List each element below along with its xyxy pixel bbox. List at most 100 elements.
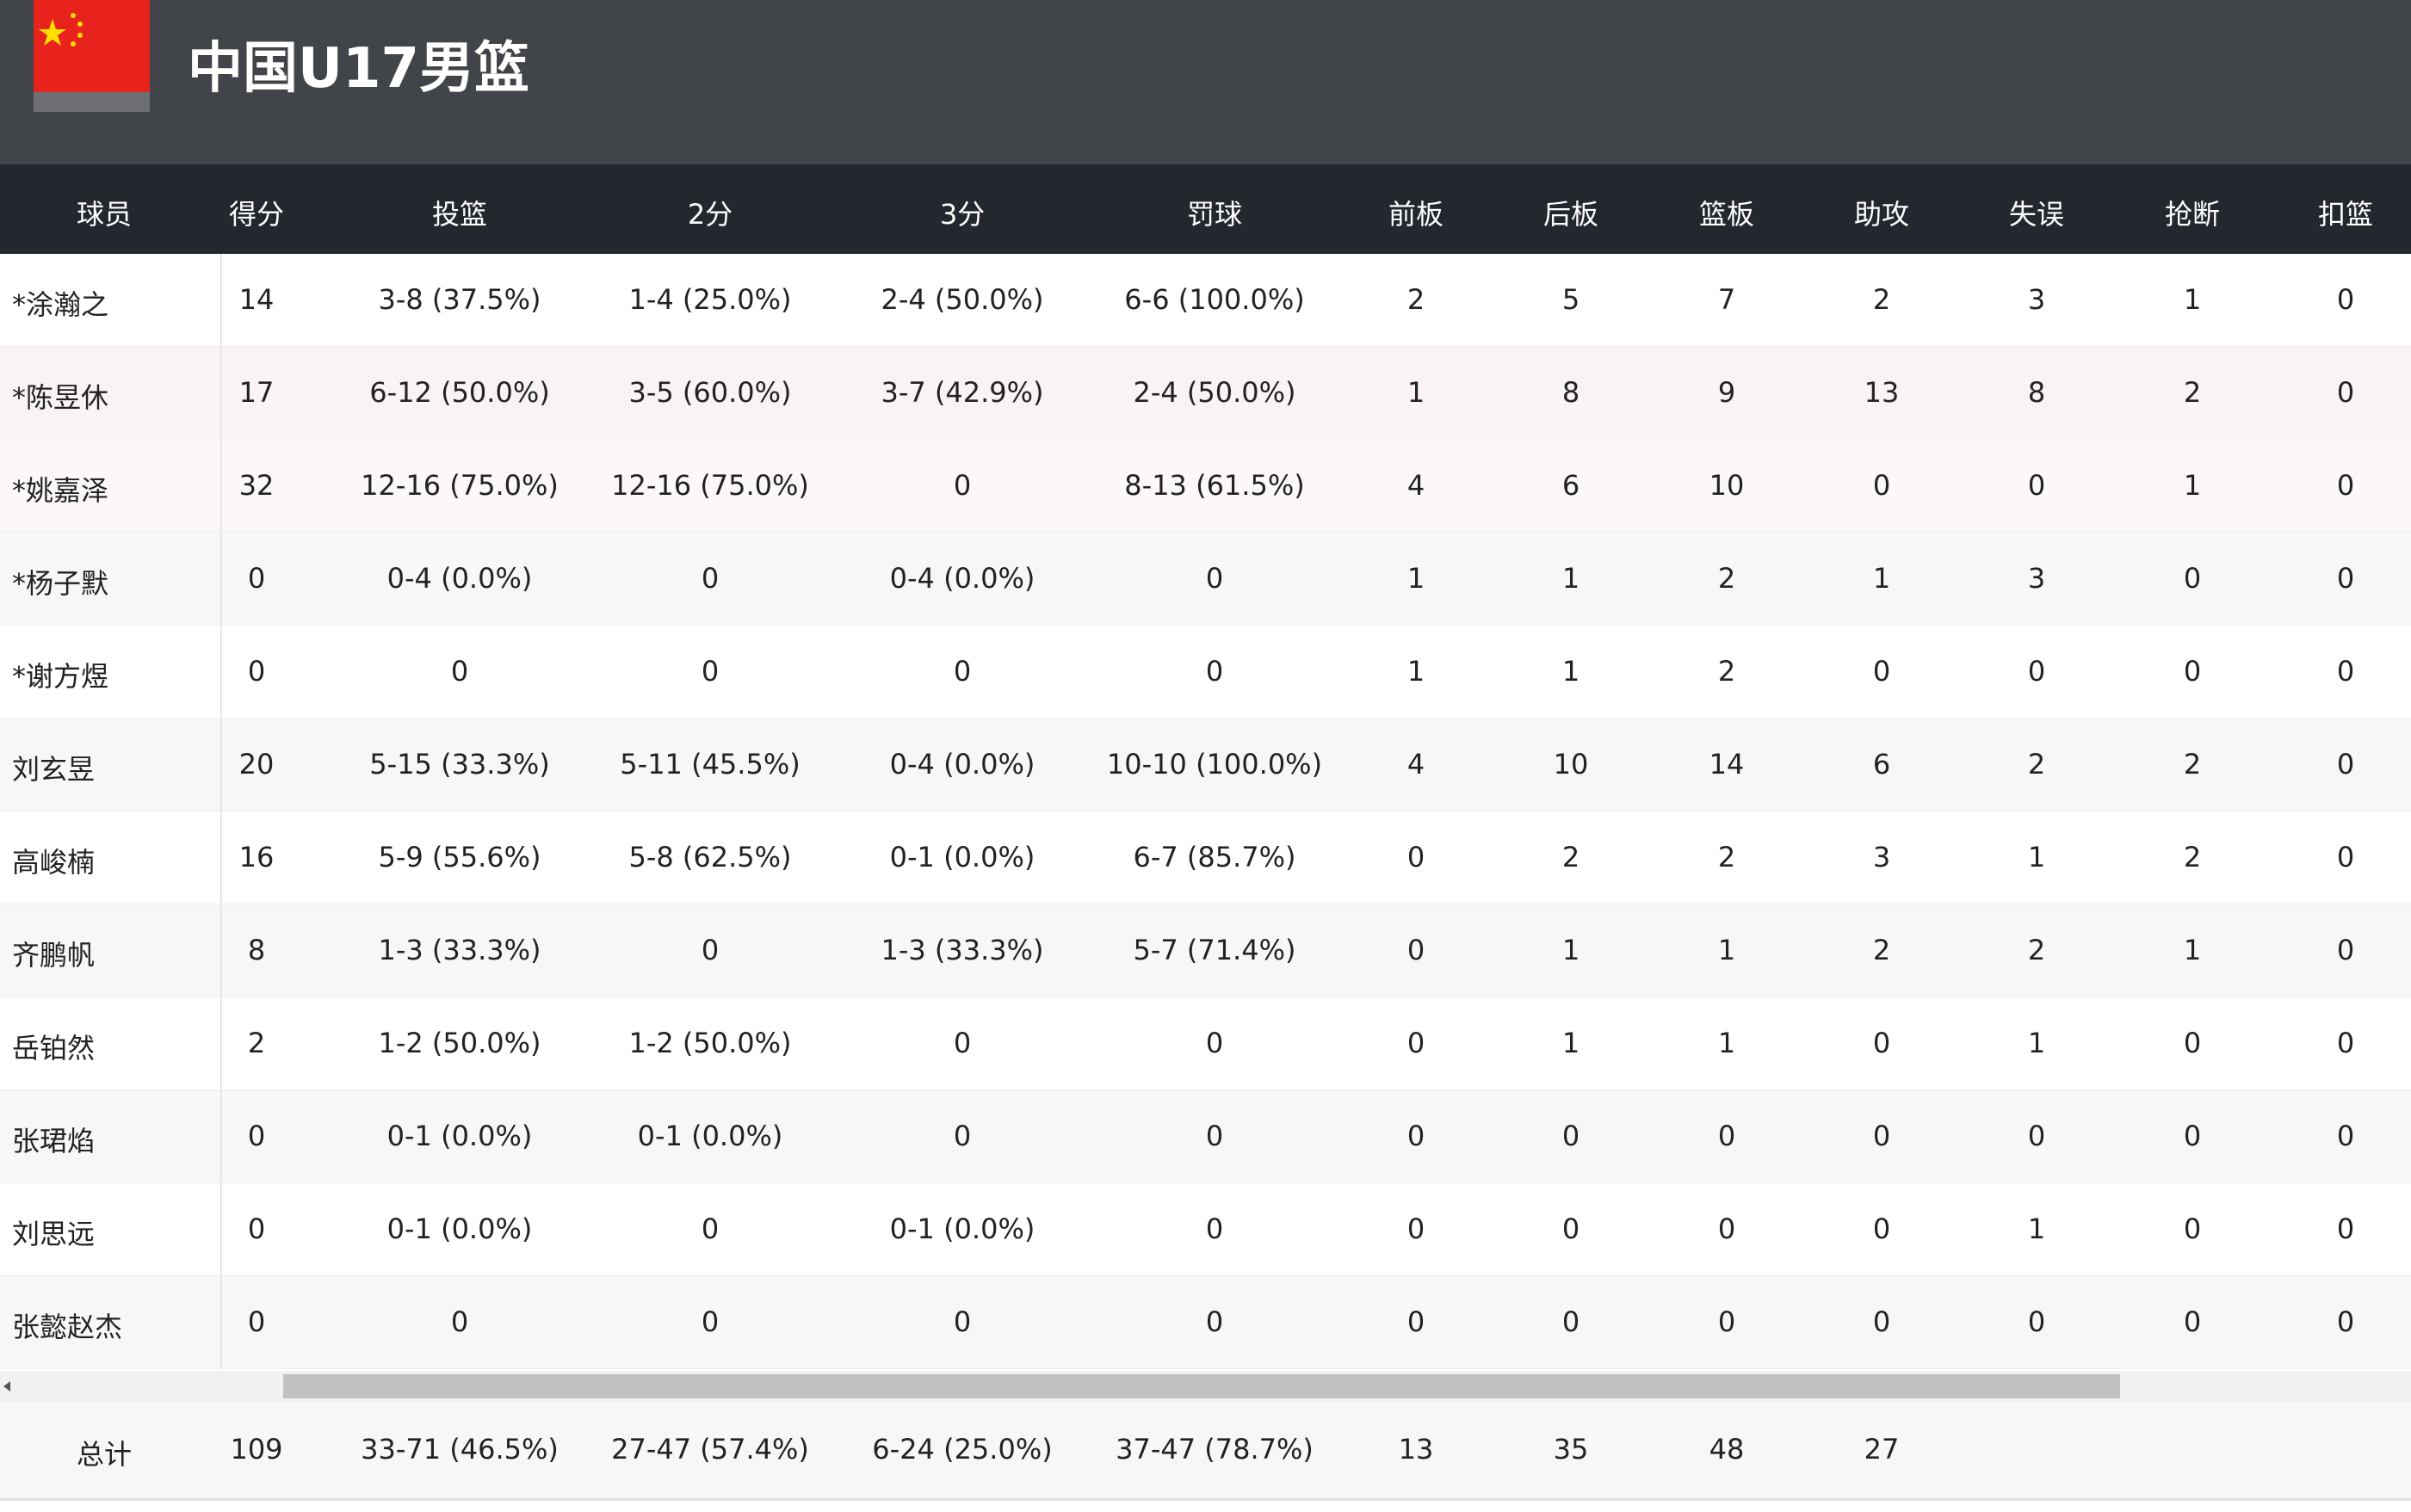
stat-cell: 10 — [1709, 469, 1745, 502]
column-header: 得分 — [228, 198, 285, 231]
stat-cell: 2 — [1717, 655, 1736, 688]
stat-cell: 0 — [2027, 469, 2046, 502]
stat-cell: 0 — [1717, 1305, 1736, 1338]
column-header: 助攻 — [1853, 198, 1910, 231]
team-title: 中国U17男篮 — [188, 37, 530, 101]
stat-cell: 0-1 (0.0%) — [386, 1213, 533, 1245]
stat-cell: 5-7 (71.4%) — [1133, 934, 1296, 966]
stat-cell: 0 — [953, 1120, 972, 1152]
stat-cell: 0 — [1561, 1120, 1580, 1152]
stat-cell: 0 — [1205, 1213, 1224, 1245]
stat-cell: 7 — [1717, 283, 1736, 316]
stat-cell: 0 — [247, 1120, 266, 1152]
stat-cell: 0 — [701, 562, 720, 595]
stat-cell: 0 — [1406, 1305, 1425, 1338]
stat-cell: 0 — [1406, 841, 1425, 873]
player-row: 齐鹏帆 8 1-3 (33.3%) 0 1-3 (33.3%) 5-7 (71.4%) 0 1… — [0, 904, 2411, 997]
stat-cell: 3-5 (60.0%) — [628, 376, 792, 409]
stat-cell: 0 — [1406, 1120, 1425, 1152]
stat-cell: 0 — [2027, 655, 2046, 688]
sticky-column — [0, 812, 222, 904]
scrollbar[interactable] — [0, 1371, 2411, 1402]
stat-cell: 0 — [701, 1305, 720, 1338]
stat-cell: 0-1 (0.0%) — [889, 1213, 1035, 1245]
stat-cell: 0-1 (0.0%) — [889, 841, 1035, 873]
player-name: 刘玄昱 — [12, 753, 96, 786]
total-cell: 37-47 (78.7%) — [1116, 1433, 1314, 1466]
stat-cell: 2 — [1561, 841, 1580, 873]
player-row: 张懿赵杰 0 0 0 0 0 0 0 0 0 0 0 0 — [0, 1276, 2411, 1369]
stat-cell: 0 — [1717, 1120, 1736, 1152]
stat-cell: 0 — [701, 655, 720, 688]
stat-cell: 3-7 (42.9%) — [881, 376, 1044, 409]
column-header: 投篮 — [431, 198, 488, 231]
scroll-thumb[interactable] — [283, 1374, 2120, 1398]
stat-cell: 16 — [238, 841, 275, 873]
stat-cell: 0-1 (0.0%) — [637, 1120, 783, 1152]
scroll-left[interactable] — [2, 1379, 12, 1393]
sticky-column — [0, 1183, 222, 1275]
stat-cell: 0 — [1205, 655, 1224, 688]
sticky-column — [0, 440, 222, 532]
stat-cell: 0 — [2027, 1305, 2046, 1338]
stat-cell: 13 — [1864, 376, 1900, 409]
player-name: *陈昱休 — [12, 381, 109, 414]
sticky-column — [0, 626, 222, 718]
stat-cell: 5-9 (55.6%) — [378, 841, 541, 873]
stat-cell: 0 — [1872, 1213, 1891, 1245]
stat-cell: 0 — [953, 1027, 972, 1059]
column-header: 罚球 — [1186, 198, 1243, 231]
stat-cell: 2 — [2183, 841, 2202, 873]
column-header: 失误 — [2008, 198, 2065, 231]
total-cell: 27 — [1864, 1433, 1900, 1466]
stat-cell: 0 — [2183, 562, 2202, 595]
stat-cell: 1 — [2027, 841, 2046, 873]
stat-cell: 0 — [701, 934, 720, 966]
stat-cell: 2-4 (50.0%) — [1133, 376, 1296, 409]
column-header: 2分 — [687, 198, 733, 231]
player-row: *谢方煜 0 0 0 0 0 1 1 2 0 0 0 0 — [0, 626, 2411, 719]
stat-cell: 0-1 (0.0%) — [386, 1120, 533, 1152]
column-header: 球员 — [76, 198, 133, 231]
sticky-column — [0, 997, 222, 1089]
totals-row: 总计 109 33-71 (46.5%) 27-47 (57.4%) 6-24 (25.… — [0, 1402, 2411, 1501]
stat-cell: 5 — [1561, 283, 1580, 316]
stat-cell: 20 — [238, 748, 275, 781]
team-header: 中国U17男篮 — [0, 0, 2411, 164]
stat-cell: 0-4 (0.0%) — [386, 562, 533, 595]
column-header: 3分 — [939, 198, 986, 231]
sticky-column — [0, 533, 222, 625]
stat-cell: 2 — [1872, 934, 1891, 966]
stat-cell: 14 — [238, 283, 275, 316]
stat-cell: 10 — [1553, 748, 1589, 781]
stat-cell: 1 — [1561, 562, 1580, 595]
stat-cell: 0 — [701, 1213, 720, 1245]
player-row: 高峻楠 16 5-9 (55.6%) 5-8 (62.5%) 0-1 (0.0%) 6-7… — [0, 812, 2411, 904]
stat-cell: 0 — [2336, 655, 2355, 688]
stat-cell: 3 — [2027, 283, 2046, 316]
stat-cell: 9 — [1717, 376, 1736, 409]
player-row: 岳铂然 2 1-2 (50.0%) 1-2 (50.0%) 0 0 0 1 1 0 1 0 0 — [0, 997, 2411, 1090]
stat-cell: 0 — [2336, 562, 2355, 595]
stat-cell: 0 — [1561, 1213, 1580, 1245]
stat-cell: 1 — [1406, 562, 1425, 595]
stat-cell: 6-12 (50.0%) — [369, 376, 550, 409]
player-name: *姚嘉泽 — [12, 474, 109, 507]
stat-cell: 12-16 (75.0%) — [361, 469, 559, 502]
stat-cell: 5-15 (33.3%) — [369, 748, 550, 781]
stat-cell: 2 — [1717, 841, 1736, 873]
stat-cell: 1 — [1561, 655, 1580, 688]
stat-cell: 10-10 (100.0%) — [1106, 748, 1323, 781]
stat-cell: 1 — [1717, 1027, 1736, 1059]
stat-cell: 0 — [1406, 1213, 1425, 1245]
stat-cell: 1 — [1406, 655, 1425, 688]
stat-cell: 1 — [2183, 469, 2202, 502]
total-cell: 27-47 (57.4%) — [611, 1433, 809, 1466]
stat-cell: 0 — [1717, 1213, 1736, 1245]
stat-cell: 1-3 (33.3%) — [378, 934, 541, 966]
player-row: 张珺焰 0 0-1 (0.0%) 0-1 (0.0%) 0 0 0 0 0 0 0 0 0 — [0, 1090, 2411, 1183]
stat-cell: 0-4 (0.0%) — [889, 748, 1035, 781]
player-name: 高峻楠 — [12, 846, 96, 879]
stat-cell: 1 — [2027, 1027, 2046, 1059]
column-header: 扣篮 — [2317, 198, 2374, 231]
